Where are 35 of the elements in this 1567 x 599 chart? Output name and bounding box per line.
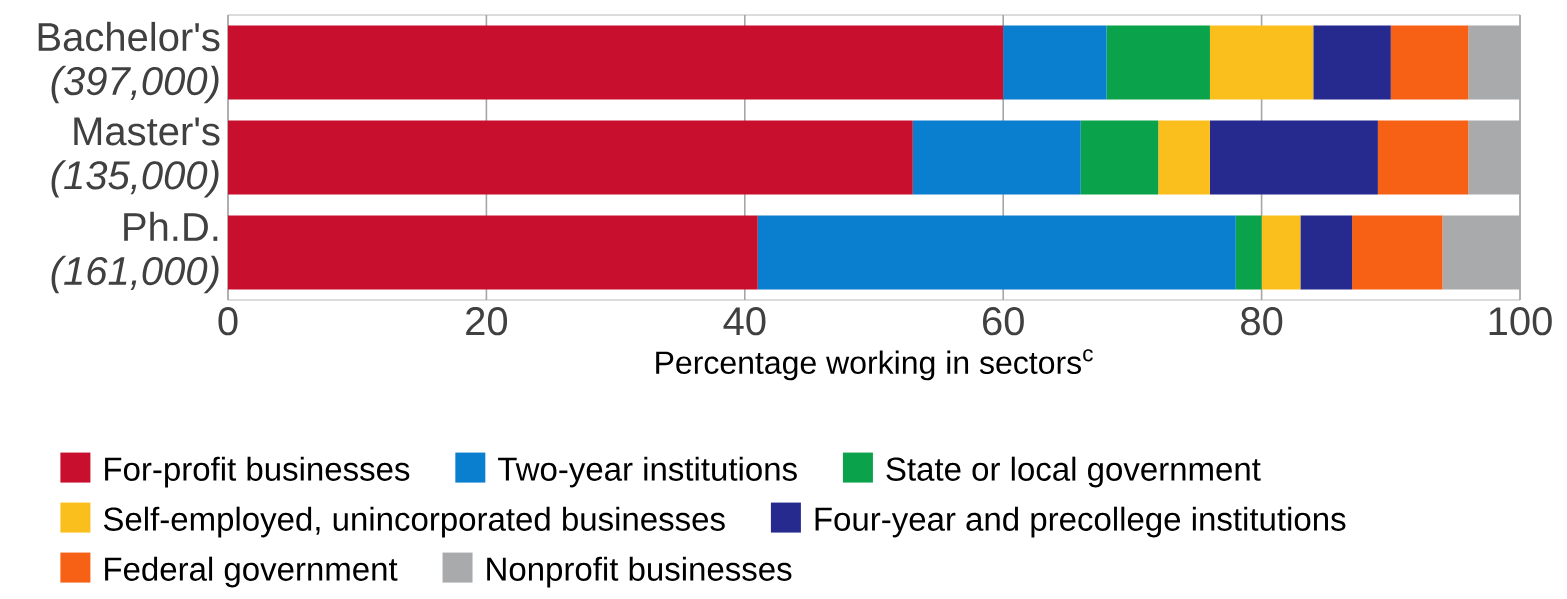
bar [1080,120,1159,195]
x-tick-label: 20 [466,307,508,336]
bar [1209,120,1378,195]
bar [757,215,1236,290]
bar [1390,25,1469,100]
bar [1106,25,1210,100]
legend-label: Two-year institutions [498,456,797,488]
legend-label: Nonprofit businesses [487,556,792,588]
x-tick-label: 40 [723,307,766,336]
legend-label: State or local government [886,456,1261,488]
bar [228,120,913,195]
bar [1313,25,1391,100]
x-tick-label: 60 [983,307,1024,336]
bar [228,215,758,290]
x-tick-label: 100 [1489,307,1552,336]
y-tick-label: Ph.D. (161,000) [51,211,219,294]
bar [1352,215,1443,290]
legend-label: Four-year and precollege institutions [815,506,1346,538]
bar [1209,25,1314,100]
y-tick-label: Bachelor's (397,000) [38,21,220,104]
x-tick-label: 0 [218,307,238,336]
bar [228,25,1004,100]
x-axis-title: Percentage working in sectors$^{c}$ [656,349,1093,381]
legend-label: Self-employed, unincorporated businesses [103,506,725,538]
bar [1261,215,1301,290]
bar [1235,215,1262,290]
y-tick-label: Master's (135,000) [51,117,220,198]
bar [1158,120,1210,195]
x-tick-label: 80 [1241,307,1283,336]
legend-label: For-profit businesses [105,456,410,488]
bar [1300,215,1353,290]
bar [912,120,1081,195]
bar [1003,25,1107,100]
bar [1377,120,1469,195]
legend-label: Federal government [105,556,398,588]
